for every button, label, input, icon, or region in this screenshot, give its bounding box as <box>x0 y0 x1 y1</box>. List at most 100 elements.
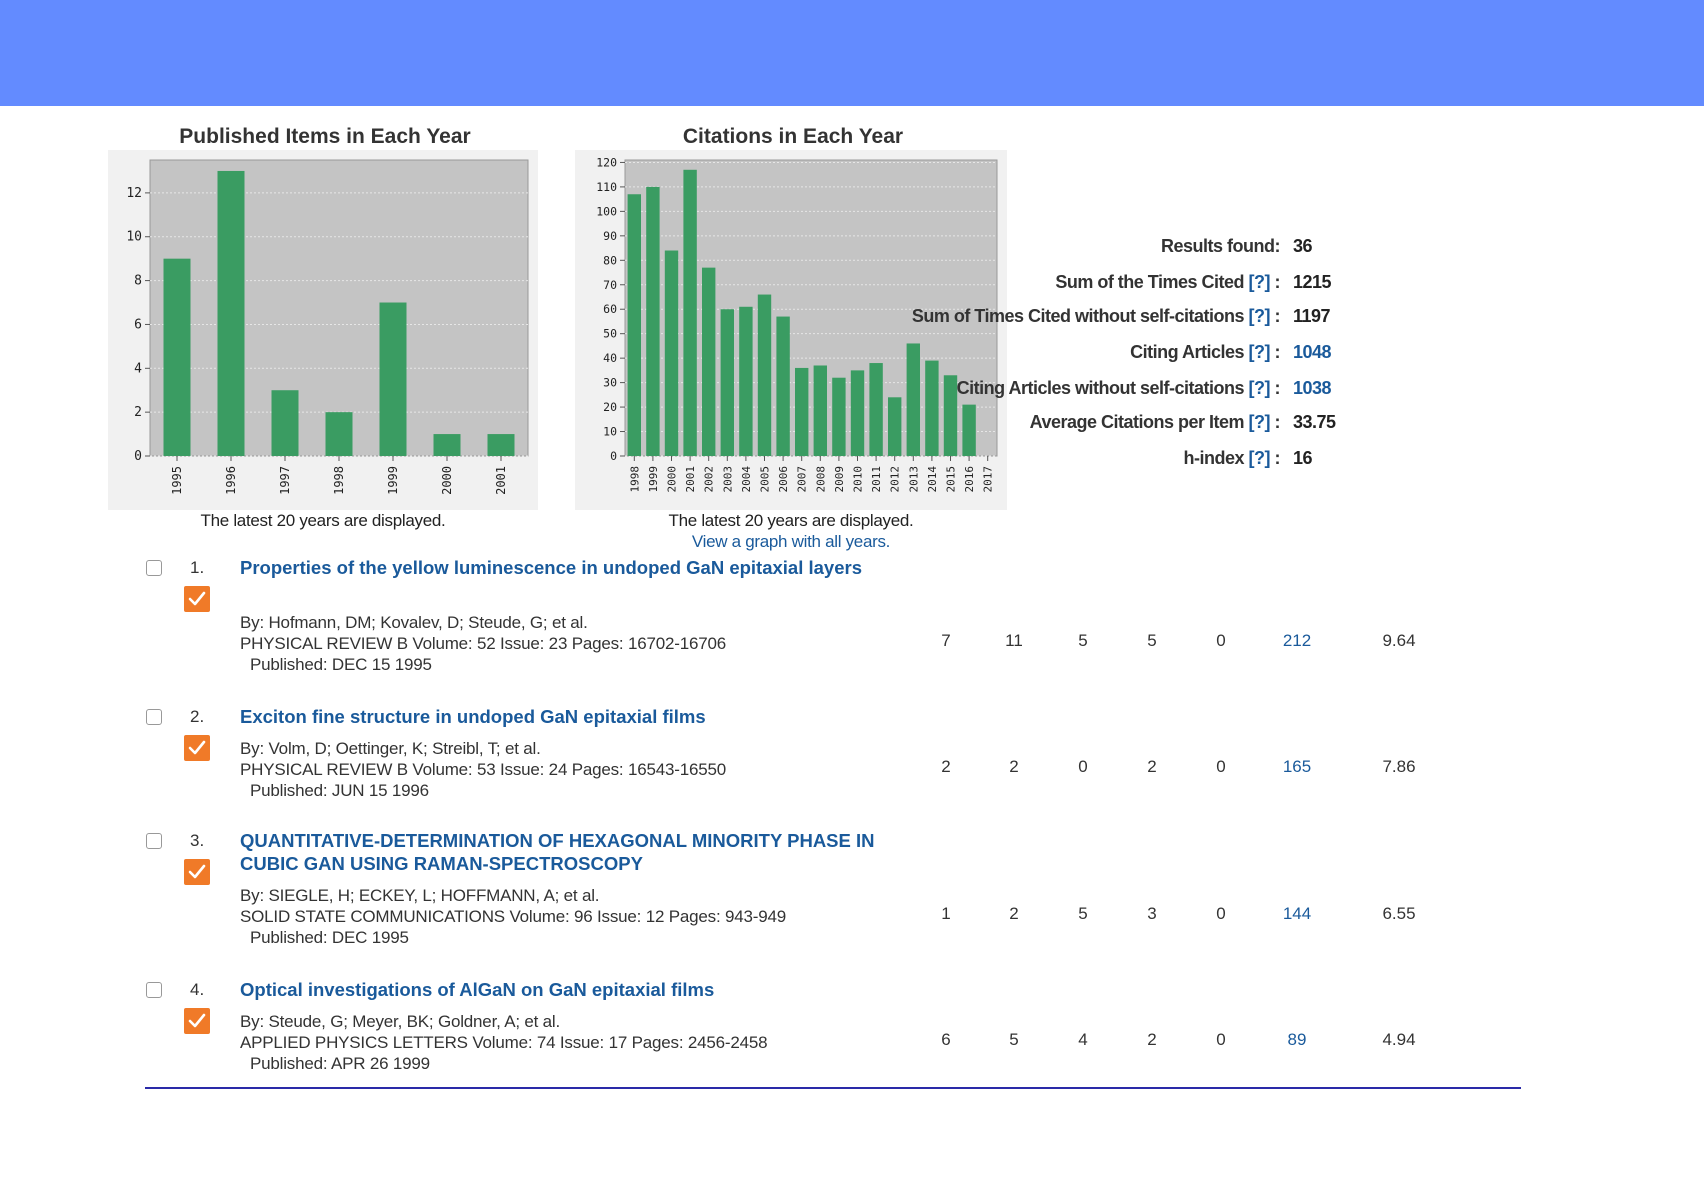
x-tick-label: 2006 <box>777 466 790 493</box>
record-total-citations-link[interactable]: 165 <box>1282 757 1312 776</box>
stat-label: Citing Articles [?] : <box>1130 342 1280 363</box>
record-select-checkbox[interactable] <box>146 709 162 725</box>
bar-2008 <box>813 365 827 456</box>
record-title-link[interactable]: Optical investigations of AlGaN on GaN e… <box>240 979 715 1000</box>
x-tick-label: 1995 <box>170 466 184 495</box>
record-source: PHYSICAL REVIEW B Volume: 53 Issue: 24 P… <box>240 760 726 779</box>
record-year-cell: 5 <box>1078 631 1088 650</box>
record-year-cell: 11 <box>1005 631 1023 650</box>
x-tick-label: 1998 <box>332 466 346 495</box>
y-tick-label: 12 <box>126 186 142 201</box>
record-year-cell: 0 <box>1216 631 1226 650</box>
record-published: Published: JUN 15 1996 <box>250 781 429 800</box>
record-title-link[interactable]: QUANTITATIVE-DETERMINATION OF HEXAGONAL … <box>240 830 875 874</box>
help-link[interactable]: [?] <box>1248 306 1271 326</box>
stat-label-text: Sum of Times Cited without self-citation… <box>911 306 1249 326</box>
record-number: 3. <box>190 831 205 850</box>
record-title-link[interactable]: Exciton fine structure in undoped GaN ep… <box>240 706 706 727</box>
colon: : <box>1270 448 1281 468</box>
x-tick-label: 2011 <box>870 466 883 493</box>
bar-1999 <box>379 302 407 456</box>
x-tick-label: 1999 <box>647 466 660 493</box>
colon: : <box>1270 412 1281 432</box>
stat-label-text: Citing Articles <box>1130 342 1249 362</box>
bar-2000 <box>664 250 679 456</box>
stat-label: h-index [?] : <box>1184 448 1281 469</box>
record-source: APPLIED PHYSICS LETTERS Volume: 74 Issue… <box>240 1033 768 1052</box>
marked-checkbox-icon[interactable] <box>184 586 210 612</box>
x-tick-label: 2012 <box>889 466 902 493</box>
record-select-checkbox[interactable] <box>146 982 162 998</box>
x-tick-label: 1997 <box>278 466 292 495</box>
chart-published-items: 0 2 4 6 8 10 12 1995 1996 1997 1998 1999 2000 2001 <box>108 150 538 510</box>
record-year-cell: 5 <box>1078 904 1088 923</box>
stat-label-text: Average Citations per Item <box>1029 412 1249 432</box>
bar-1998 <box>325 412 353 456</box>
help-link[interactable]: [?] <box>1248 412 1271 432</box>
colon: : <box>1270 306 1281 326</box>
stat-label-text: Sum of the Times Cited <box>1055 272 1249 292</box>
x-tick-label: 2005 <box>759 466 772 493</box>
bar-1999 <box>646 186 660 456</box>
record-meta: By: Steude, G; Meyer, BK; Goldner, A; et… <box>240 1011 768 1074</box>
x-tick-label: 1998 <box>628 466 641 493</box>
record-total-citations-link[interactable]: 212 <box>1282 631 1312 650</box>
stat-label-text: Citing Articles without self-citations <box>956 378 1249 398</box>
help-link[interactable]: [?] <box>1248 342 1271 362</box>
help-link[interactable]: [?] <box>1248 378 1271 398</box>
y-tick-label: 8 <box>134 274 142 289</box>
y-tick-label: 6 <box>134 317 142 332</box>
x-tick-label: 2007 <box>796 466 809 493</box>
x-tick-label: 2002 <box>703 466 716 493</box>
stat-value[interactable]: 1038 <box>1293 378 1332 398</box>
record-year-cell: 4 <box>1078 1030 1088 1049</box>
record-year-cell: 2 <box>941 757 951 776</box>
y-tick-label: 80 <box>603 253 617 267</box>
record-year-cell: 5 <box>1147 631 1157 650</box>
record-select-checkbox[interactable] <box>146 833 162 849</box>
record-select-checkbox[interactable] <box>146 560 162 576</box>
stat-value: 1215 <box>1293 272 1332 292</box>
y-tick-label: 120 <box>596 155 617 169</box>
record-authors: By: Volm, D; Oettinger, K; Streibl, T; e… <box>240 739 541 758</box>
help-link[interactable]: [?] <box>1248 448 1271 468</box>
stat-row: h-index [?] :16 <box>960 448 1480 472</box>
stat-row: Citing Articles [?] : 1048 <box>960 342 1480 366</box>
record-total-citations-link[interactable]: 89 <box>1287 1030 1307 1049</box>
y-tick-label: 60 <box>603 302 617 316</box>
y-tick-label: 30 <box>603 376 617 390</box>
stat-value: 33.75 <box>1293 412 1336 432</box>
bar-1995 <box>163 258 191 456</box>
record-title-link[interactable]: Properties of the yellow luminescence in… <box>240 557 862 578</box>
record-year-cell: 0 <box>1078 757 1088 776</box>
x-tick-label: 1999 <box>386 466 400 495</box>
chart-caption-citations: The latest 20 years are displayed. <box>668 511 914 530</box>
record-year-cell: 0 <box>1216 904 1226 923</box>
y-tick-label: 10 <box>126 230 142 245</box>
record-number: 4. <box>190 980 205 999</box>
colon: : <box>1270 272 1281 292</box>
record-year-cell: 0 <box>1216 1030 1226 1049</box>
bar-2009 <box>832 377 846 456</box>
stat-value[interactable]: 1048 <box>1293 342 1332 362</box>
record-year-cell: 7.86 <box>1382 757 1416 776</box>
marked-checkbox-icon[interactable] <box>184 1008 210 1034</box>
bar-2007 <box>795 367 809 456</box>
help-link[interactable]: [?] <box>1248 272 1271 292</box>
record-number: 2. <box>190 707 205 726</box>
record-published: Published: DEC 15 1995 <box>250 655 432 674</box>
record-meta: By: SIEGLE, H; ECKEY, L; HOFFMANN, A; et… <box>240 885 786 948</box>
all-years-graph-link[interactable]: View a graph with all years. <box>691 532 891 551</box>
record-source: SOLID STATE COMMUNICATIONS Volume: 96 Is… <box>240 907 786 926</box>
marked-checkbox-icon[interactable] <box>184 859 210 885</box>
stat-row: Sum of Times Cited without self-citation… <box>912 306 1480 330</box>
marked-checkbox-icon[interactable] <box>184 735 210 761</box>
bar-2005 <box>757 294 772 456</box>
x-tick-label: 2001 <box>684 466 697 493</box>
record-total-citations-link[interactable]: 144 <box>1282 904 1312 923</box>
y-tick-label: 90 <box>603 229 617 243</box>
x-tick-label: 2004 <box>740 466 753 493</box>
bar-2014 <box>925 360 939 456</box>
x-tick-label: 2014 <box>926 466 939 493</box>
stat-label: Sum of the Times Cited [?] : <box>1055 272 1280 293</box>
